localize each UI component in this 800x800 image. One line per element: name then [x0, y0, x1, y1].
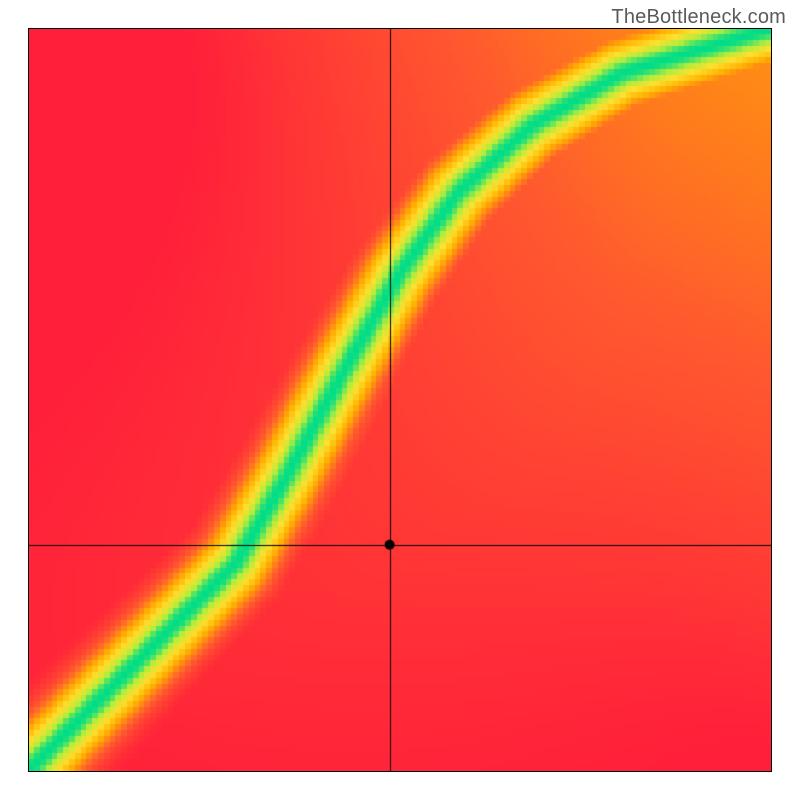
chart-frame [28, 28, 772, 772]
bottleneck-heatmap [29, 29, 771, 771]
watermark-text: TheBottleneck.com [611, 6, 786, 29]
